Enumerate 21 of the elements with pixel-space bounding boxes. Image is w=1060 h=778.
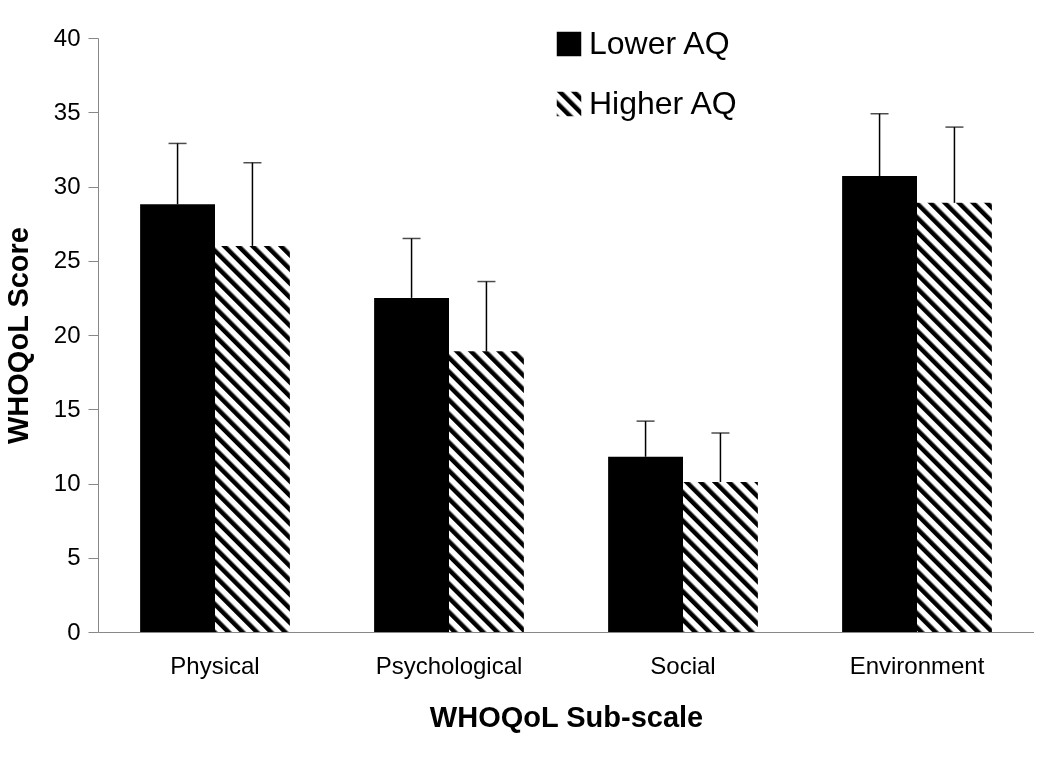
y-tick-label: 40: [53, 23, 81, 51]
y-tick-label: 10: [53, 469, 81, 496]
x-tick-label: Psychological: [375, 651, 523, 679]
y-tick-label: 30: [53, 172, 81, 199]
bar: [917, 202, 992, 632]
x-tick-label: Physical: [170, 651, 260, 679]
bar: [215, 245, 290, 632]
legend-label: Higher AQ: [589, 85, 737, 121]
x-tick-label: Social: [650, 651, 716, 679]
bar: [449, 351, 524, 632]
y-tick-label: 0: [67, 617, 81, 645]
y-tick-label: 20: [53, 320, 81, 348]
y-tick-label: 5: [67, 543, 81, 571]
legend-label: Lower AQ: [589, 25, 730, 61]
bar: [683, 482, 758, 632]
y-tick-label: 25: [53, 246, 81, 274]
x-axis-title: WHOQoL Sub-scale: [429, 700, 704, 733]
y-tick-label: 35: [53, 97, 81, 125]
x-tick-label: Environment: [849, 651, 985, 679]
y-axis-title: WHOQoL Score: [1, 227, 34, 444]
y-tick-label: 15: [53, 394, 81, 422]
